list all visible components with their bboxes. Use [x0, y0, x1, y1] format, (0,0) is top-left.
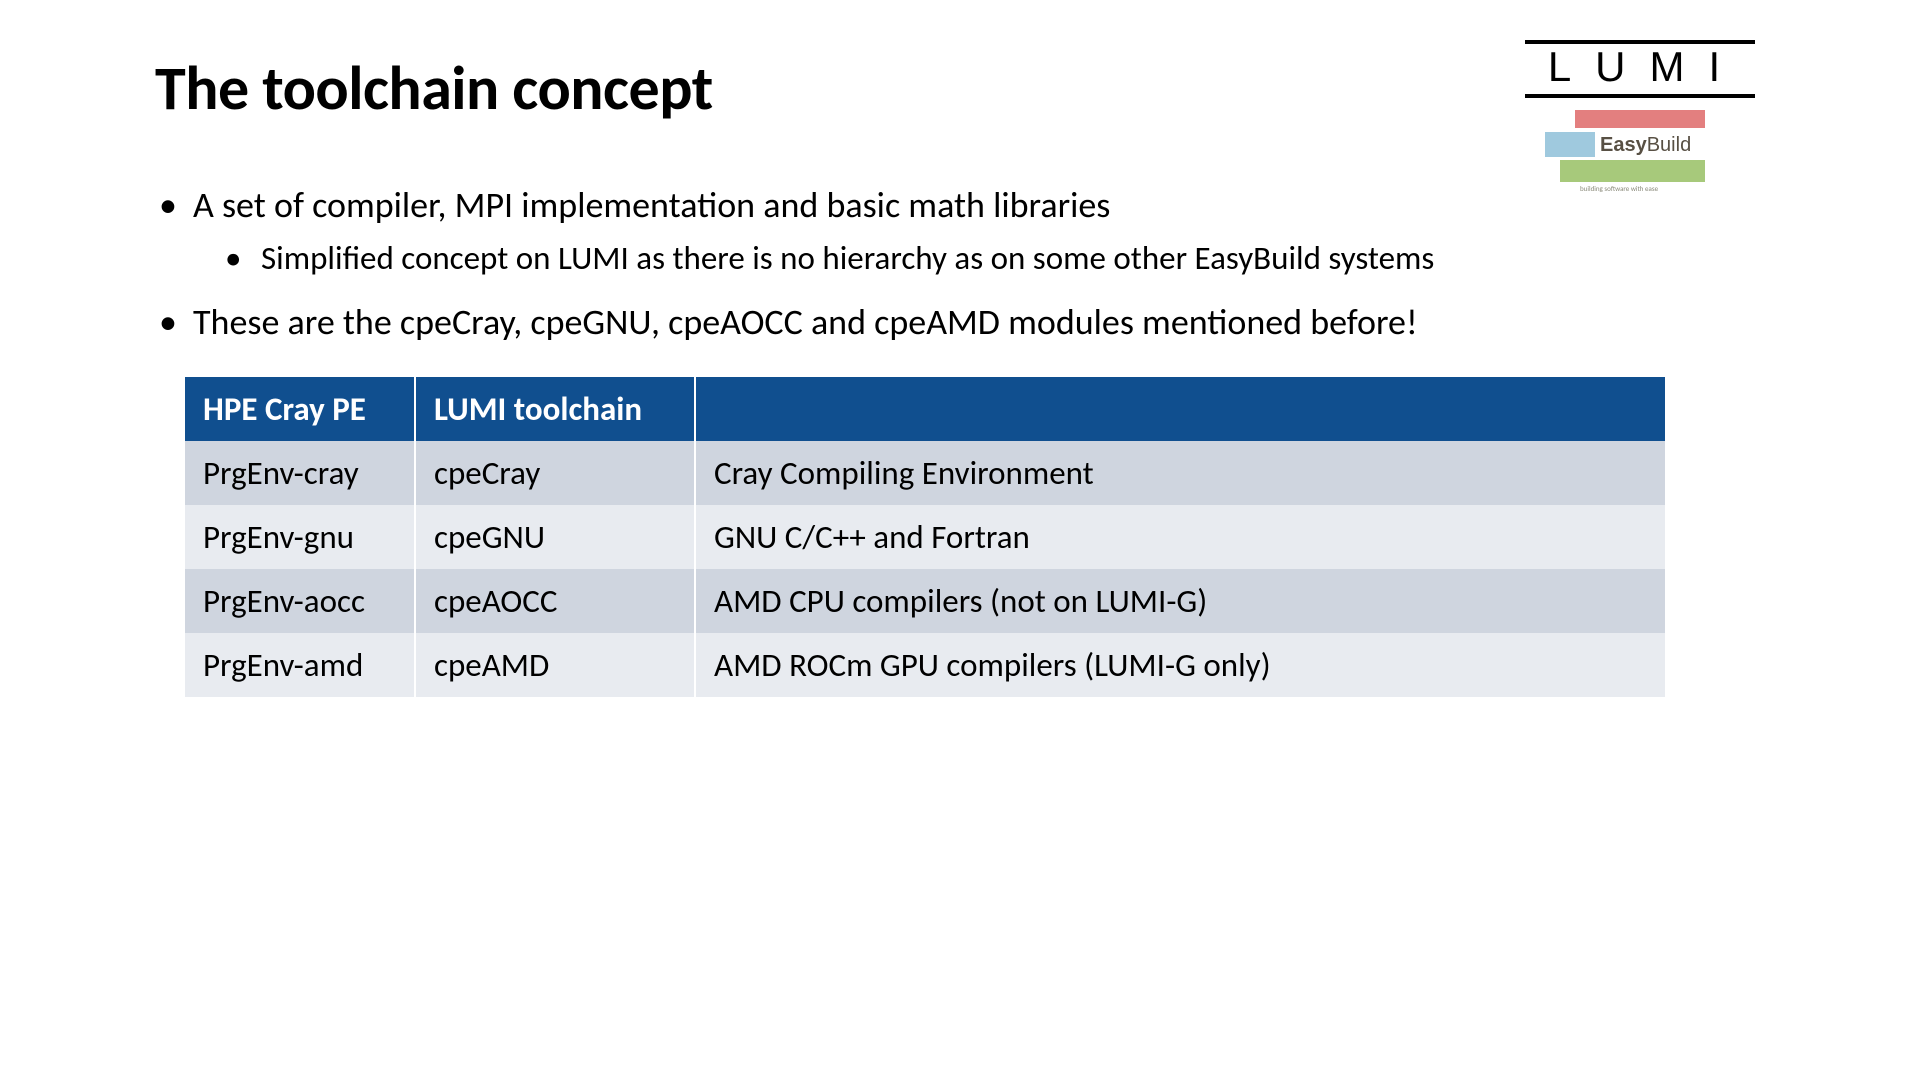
- cell-desc: AMD ROCm GPU compilers (LUMI-G only): [695, 633, 1665, 697]
- cell-lumi: cpeAOCC: [415, 569, 695, 633]
- cell-hpe: PrgEnv-amd: [185, 633, 415, 697]
- bullet-1-1: Simplified concept on LUMI as there is n…: [221, 236, 1765, 281]
- table-row: PrgEnv-cray cpeCray Cray Compiling Envir…: [185, 441, 1665, 505]
- bullet-1: A set of compiler, MPI implementation an…: [155, 181, 1765, 280]
- table-header-row: HPE Cray PE LUMI toolchain: [185, 377, 1665, 441]
- table-row: PrgEnv-aocc cpeAOCC AMD CPU compilers (n…: [185, 569, 1665, 633]
- easybuild-text: EasyBuild: [1600, 134, 1691, 157]
- table-header-hpe: HPE Cray PE: [185, 377, 415, 441]
- table-row: PrgEnv-amd cpeAMD AMD ROCm GPU compilers…: [185, 633, 1665, 697]
- easybuild-blue-bar: [1545, 132, 1595, 157]
- table-header-lumi: LUMI toolchain: [415, 377, 695, 441]
- bullet-1-1-text: Simplified concept on LUMI as there is n…: [261, 238, 1434, 278]
- cell-lumi: cpeAMD: [415, 633, 695, 697]
- table-header-desc: [695, 377, 1665, 441]
- easybuild-logo: EasyBuild building software with ease: [1525, 108, 1755, 188]
- easybuild-red-bar: [1575, 110, 1705, 128]
- easybuild-green-bar: [1560, 160, 1705, 182]
- bullet-2: These are the cpeCray, cpeGNU, cpeAOCC a…: [155, 298, 1765, 347]
- cell-desc: GNU C/C++ and Fortran: [695, 505, 1665, 569]
- cell-hpe: PrgEnv-cray: [185, 441, 415, 505]
- cell-desc: Cray Compiling Environment: [695, 441, 1665, 505]
- cell-lumi: cpeCray: [415, 441, 695, 505]
- bullet-list: A set of compiler, MPI implementation an…: [155, 181, 1765, 347]
- bullet-2-text: These are the cpeCray, cpeGNU, cpeAOCC a…: [193, 300, 1418, 344]
- cell-hpe: PrgEnv-gnu: [185, 505, 415, 569]
- cell-desc: AMD CPU compilers (not on LUMI-G): [695, 569, 1665, 633]
- page-title: The toolchain concept: [155, 50, 1765, 126]
- slide: LUMI EasyBuild building software with ea…: [0, 0, 1920, 1080]
- easybuild-easy: Easy: [1600, 134, 1647, 156]
- toolchain-table-wrap: HPE Cray PE LUMI toolchain PrgEnv-cray c…: [185, 377, 1665, 697]
- easybuild-build: Build: [1647, 134, 1691, 156]
- bullet-1-text: A set of compiler, MPI implementation an…: [193, 183, 1110, 227]
- cell-lumi: cpeGNU: [415, 505, 695, 569]
- lumi-logo: LUMI: [1525, 40, 1755, 98]
- logo-area: LUMI EasyBuild building software with ea…: [1525, 40, 1755, 188]
- toolchain-table: HPE Cray PE LUMI toolchain PrgEnv-cray c…: [185, 377, 1665, 697]
- cell-hpe: PrgEnv-aocc: [185, 569, 415, 633]
- table-row: PrgEnv-gnu cpeGNU GNU C/C++ and Fortran: [185, 505, 1665, 569]
